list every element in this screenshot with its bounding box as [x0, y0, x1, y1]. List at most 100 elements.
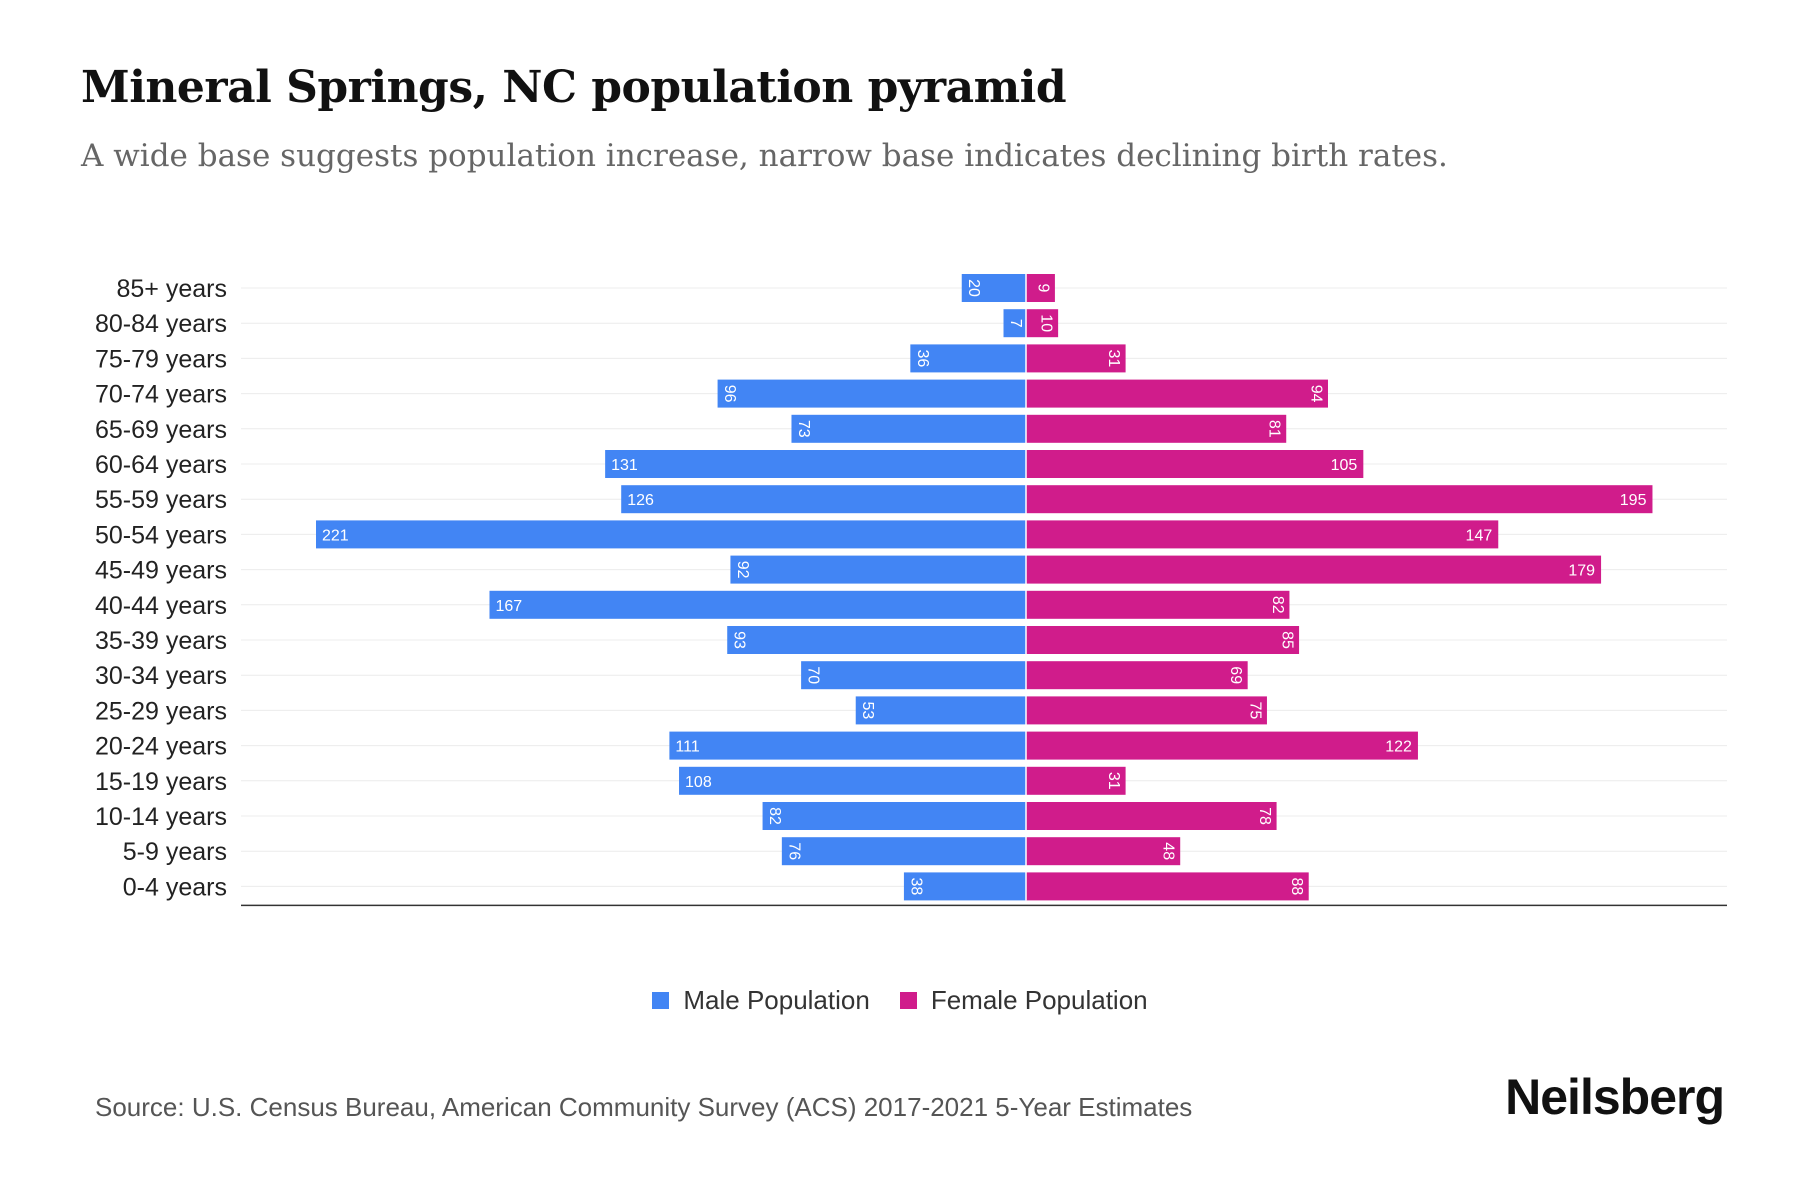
female-bar [1026, 555, 1602, 584]
neilsberg-logo: Neilsberg [1505, 1069, 1725, 1125]
male-bar [762, 802, 1026, 830]
female-bar [1026, 731, 1418, 760]
female-value-label: 48 [1160, 842, 1177, 860]
chart-subtitle: A wide base suggests population increase… [81, 138, 1448, 174]
male-value-label: 221 [322, 527, 349, 544]
female-bar [1026, 766, 1126, 795]
category-label: 10-14 years [95, 803, 227, 831]
female-bar [1026, 590, 1290, 619]
female-value-label: 85 [1279, 631, 1296, 649]
category-label: 15-19 years [95, 768, 227, 796]
female-value-label: 82 [1269, 596, 1286, 614]
female-bar [1026, 626, 1300, 654]
male-bar [605, 450, 1026, 478]
category-label: 20-24 years [95, 733, 227, 761]
male-value-label: 92 [734, 561, 751, 579]
female-value-label: 147 [1466, 527, 1493, 544]
category-label: 50-54 years [95, 521, 227, 549]
female-bar [1026, 520, 1499, 549]
female-bar [1026, 837, 1181, 866]
male-bar [910, 344, 1026, 373]
category-label: 45-49 years [95, 557, 227, 585]
male-value-label: 7 [1007, 319, 1024, 328]
category-label: 65-69 years [95, 416, 227, 444]
male-bar [855, 696, 1026, 725]
male-value-label: 20 [965, 279, 982, 297]
female-bar [1026, 414, 1287, 443]
legend-swatch-female [899, 992, 917, 1009]
category-label: 0-4 years [123, 873, 227, 901]
female-value-label: 81 [1266, 420, 1283, 438]
male-bar [801, 661, 1026, 690]
male-value-label: 38 [907, 878, 924, 896]
male-bar [669, 731, 1026, 760]
male-bar [489, 590, 1027, 619]
male-value-label: 126 [627, 492, 654, 509]
male-value-label: 111 [675, 739, 699, 756]
category-label: 25-29 years [95, 697, 227, 725]
legend-item-male: Male Population [652, 985, 870, 1016]
female-value-label: 10 [1038, 314, 1055, 332]
category-label: 80-84 years [95, 310, 227, 338]
female-bar [1026, 802, 1277, 830]
male-value-label: 70 [805, 666, 822, 684]
female-value-label: 75 [1246, 702, 1263, 720]
female-value-label: 88 [1288, 878, 1305, 896]
female-value-label: 69 [1227, 666, 1244, 684]
male-bar [316, 520, 1026, 549]
male-bar [727, 626, 1026, 654]
female-bar [1026, 379, 1328, 408]
male-value-label: 82 [766, 807, 783, 825]
female-bar [1026, 661, 1248, 690]
category-label: 85+ years [117, 275, 228, 303]
male-bar [903, 872, 1026, 901]
male-value-label: 167 [495, 598, 522, 615]
category-label: 75-79 years [95, 345, 227, 373]
female-bar [1026, 872, 1309, 901]
source-note: Source: U.S. Census Bureau, American Com… [95, 1092, 1193, 1122]
female-value-label: 105 [1331, 457, 1358, 474]
male-value-label: 53 [859, 702, 876, 720]
category-label: 55-59 years [95, 486, 227, 514]
female-value-label: 195 [1620, 492, 1647, 509]
male-bar [621, 485, 1026, 514]
male-bar [717, 379, 1026, 408]
female-bar [1026, 450, 1364, 478]
female-value-label: 179 [1568, 563, 1595, 580]
female-bar [1026, 344, 1126, 373]
category-label: 30-34 years [95, 662, 227, 690]
legend: Male Population Female Population [0, 985, 1800, 1016]
female-value-label: 78 [1256, 807, 1273, 825]
male-bar [961, 274, 1026, 302]
male-value-label: 96 [721, 385, 738, 403]
female-bar [1026, 309, 1059, 338]
category-label: 40-44 years [95, 592, 227, 620]
male-value-label: 93 [731, 631, 748, 649]
male-value-label: 76 [785, 842, 802, 860]
male-value-label: 131 [611, 457, 638, 474]
male-value-label: 36 [914, 350, 931, 368]
legend-swatch-male [652, 992, 670, 1009]
female-value-label: 122 [1385, 739, 1412, 756]
male-value-label: 73 [795, 420, 812, 438]
female-value-label: 9 [1034, 284, 1051, 293]
legend-label-male: Male Population [683, 985, 870, 1015]
male-value-label: 108 [685, 774, 712, 791]
male-bar [730, 555, 1026, 584]
female-bar [1026, 274, 1055, 302]
category-label: 35-39 years [95, 627, 227, 655]
female-bar [1026, 696, 1267, 725]
female-bar [1026, 485, 1653, 514]
category-label: 60-64 years [95, 451, 227, 479]
chart-title: Mineral Springs, NC population pyramid [81, 62, 1067, 113]
male-bar [679, 766, 1026, 795]
male-bar [1003, 309, 1026, 338]
male-bar [781, 837, 1026, 866]
male-bar [791, 414, 1026, 443]
category-label: 5-9 years [123, 838, 227, 866]
category-label: 70-74 years [95, 381, 227, 409]
female-value-label: 31 [1105, 350, 1122, 368]
legend-item-female: Female Population [899, 985, 1148, 1016]
legend-label-female: Female Population [930, 985, 1148, 1015]
